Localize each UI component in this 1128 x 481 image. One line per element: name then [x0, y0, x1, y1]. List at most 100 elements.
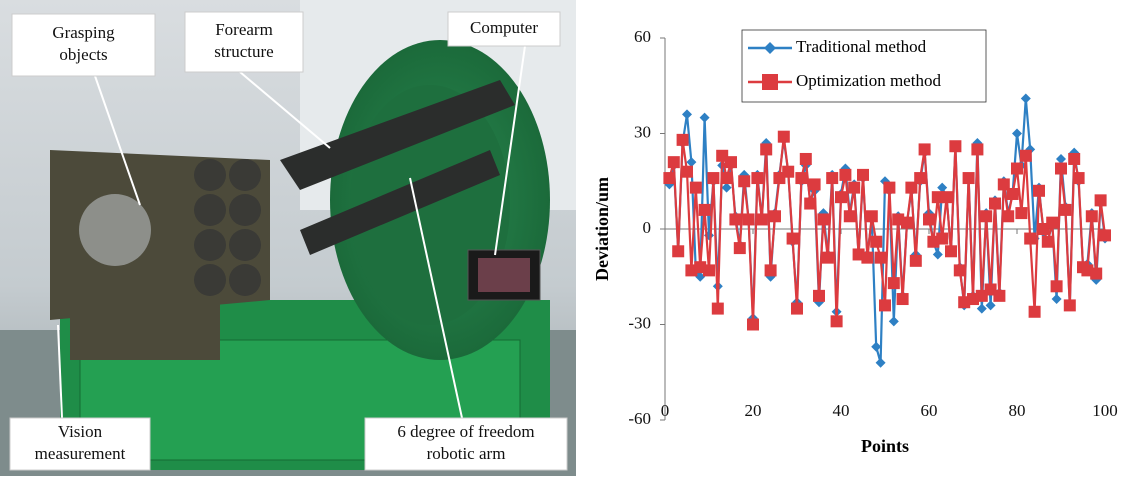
marker	[672, 245, 684, 257]
marker	[712, 303, 724, 315]
marker	[738, 175, 750, 187]
y-tick-label: -60	[628, 409, 651, 428]
marker	[1068, 153, 1080, 165]
marker	[989, 198, 1001, 210]
marker	[977, 304, 987, 314]
marker	[822, 252, 834, 264]
marker	[1046, 217, 1058, 229]
marker	[870, 236, 882, 248]
x-tick-label: 20	[745, 401, 762, 420]
marker	[809, 178, 821, 190]
monitor-screen	[478, 258, 530, 292]
marker	[686, 157, 696, 167]
marker	[1064, 299, 1076, 311]
label-text: Forearm	[215, 20, 273, 39]
marker	[980, 210, 992, 222]
y-tick-label: -30	[628, 313, 651, 332]
label-text: robotic arm	[427, 444, 506, 463]
marker	[1095, 194, 1107, 206]
marker	[760, 143, 772, 155]
marker	[879, 299, 891, 311]
marker	[826, 172, 838, 184]
marker	[933, 249, 943, 259]
marker	[1099, 229, 1111, 241]
marker	[901, 217, 913, 229]
marker	[765, 264, 777, 276]
marker	[743, 213, 755, 225]
marker	[914, 172, 926, 184]
marker	[707, 172, 719, 184]
marker	[1052, 294, 1062, 304]
marker	[875, 252, 887, 264]
label-text: Computer	[470, 18, 538, 37]
marker	[668, 156, 680, 168]
marker	[681, 166, 693, 178]
legend-label: Traditional method	[796, 37, 927, 56]
marker	[936, 233, 948, 245]
y-axis-title: Deviation/um	[592, 177, 612, 281]
marker	[778, 131, 790, 143]
marker	[1002, 210, 1014, 222]
marker	[848, 182, 860, 194]
marker	[725, 156, 737, 168]
label-text: Vision	[58, 422, 103, 441]
x-tick-label: 0	[661, 401, 670, 420]
marker	[993, 290, 1005, 302]
marker	[1021, 93, 1031, 103]
marker	[1011, 163, 1023, 175]
marker	[682, 109, 692, 119]
label-text: Grasping	[52, 23, 115, 42]
series	[663, 131, 1111, 331]
marker	[888, 277, 900, 289]
marker	[762, 74, 778, 90]
marker	[787, 233, 799, 245]
marker	[1051, 280, 1063, 292]
marker	[897, 293, 909, 305]
marker	[1012, 129, 1022, 139]
marker	[883, 182, 895, 194]
marker	[700, 113, 710, 123]
marker	[1029, 306, 1041, 318]
marker	[910, 255, 922, 267]
marker	[949, 140, 961, 152]
marker	[831, 315, 843, 327]
marker	[690, 182, 702, 194]
marker	[751, 172, 763, 184]
marker	[1073, 172, 1085, 184]
marker	[954, 264, 966, 276]
marker	[923, 213, 935, 225]
y-tick-label: 30	[634, 122, 651, 141]
marker	[677, 134, 689, 146]
marker	[889, 316, 899, 326]
marker	[857, 169, 869, 181]
marker	[945, 245, 957, 257]
x-tick-label: 60	[921, 401, 938, 420]
marker	[835, 191, 847, 203]
marker	[722, 183, 732, 193]
marker	[1090, 268, 1102, 280]
marker	[804, 198, 816, 210]
marker	[721, 172, 733, 184]
marker	[1024, 233, 1036, 245]
marker	[1056, 154, 1066, 164]
marker	[1059, 204, 1071, 216]
marker	[791, 303, 803, 315]
marker	[756, 213, 768, 225]
marker	[919, 143, 931, 155]
marker	[699, 204, 711, 216]
marker	[734, 242, 746, 254]
marker	[876, 358, 886, 368]
x-tick-label: 100	[1092, 401, 1118, 420]
label-text: structure	[214, 42, 273, 61]
marker	[769, 210, 781, 222]
marker	[963, 172, 975, 184]
marker	[871, 342, 881, 352]
marker	[844, 210, 856, 222]
gripper-support	[70, 300, 220, 360]
marker	[866, 210, 878, 222]
photo: GraspingobjectsForearmstructureComputerV…	[0, 0, 576, 476]
x-axis-title: Points	[861, 436, 909, 456]
x-tick-label: 40	[833, 401, 850, 420]
marker	[813, 290, 825, 302]
